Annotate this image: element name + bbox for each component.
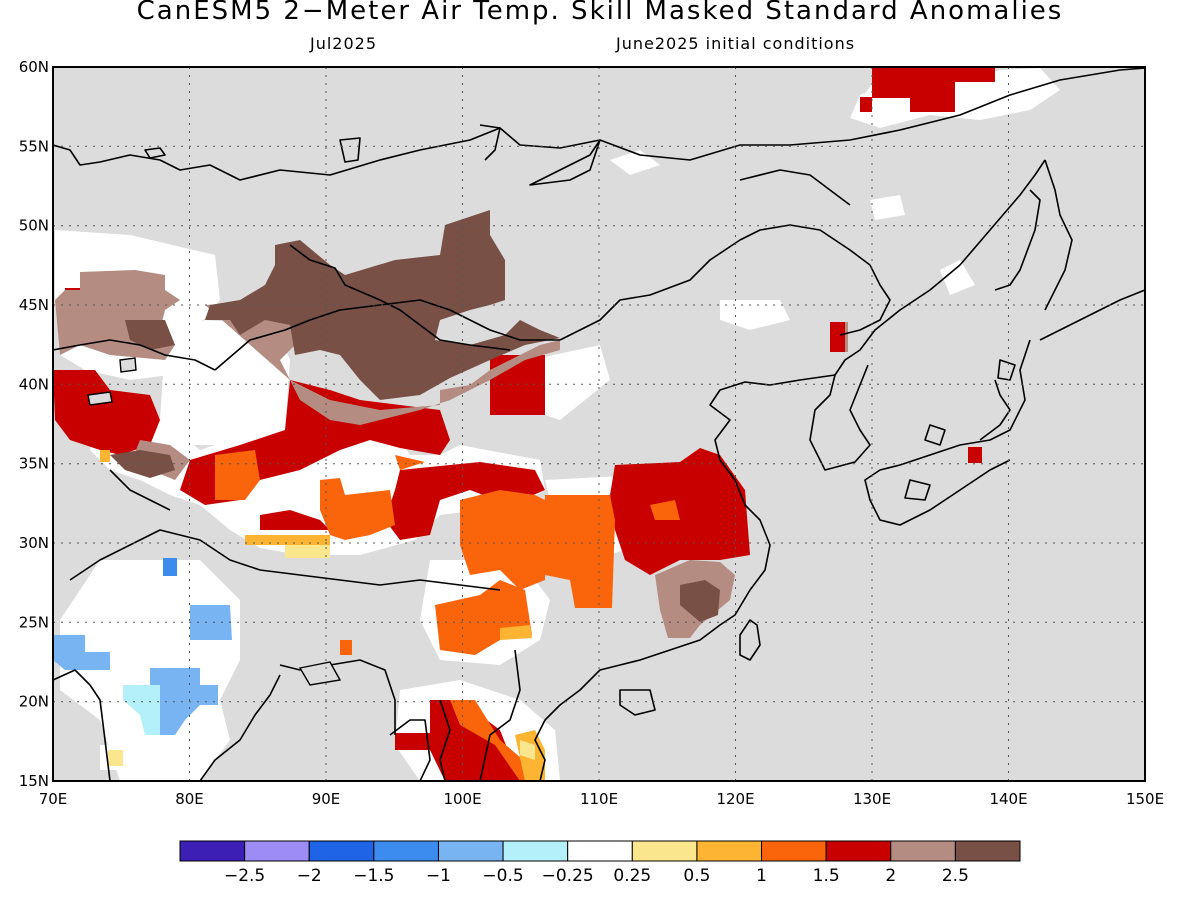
map-title: CanESM5 2−Meter Air Temp. Skill Masked S… bbox=[136, 0, 1064, 26]
colorbar-swatch bbox=[825, 840, 892, 862]
colorbar-swatch bbox=[437, 840, 504, 862]
latitude-axis: 15N 20N 25N 30N 35N 40N 45N 50N 55N 60N bbox=[19, 58, 49, 790]
colorbar-swatch bbox=[954, 840, 1021, 862]
anomaly-plus-0p5-regions bbox=[108, 545, 535, 766]
lon-tick-label: 120E bbox=[716, 790, 754, 808]
lon-tick-label: 110E bbox=[580, 790, 618, 808]
colorbar-label: −1.5 bbox=[353, 866, 394, 886]
lat-tick-label: 40N bbox=[19, 375, 49, 393]
colorbar-label: −0.25 bbox=[542, 866, 594, 886]
lon-tick-label: 80E bbox=[175, 790, 204, 808]
lon-tick-label: 100E bbox=[443, 790, 481, 808]
lat-tick-label: 45N bbox=[19, 296, 49, 314]
lat-lon-grid bbox=[53, 67, 1145, 781]
map-frame bbox=[52, 66, 1146, 782]
colorbar-swatch bbox=[502, 840, 569, 862]
colorbar-swatch bbox=[890, 840, 956, 862]
colorbar-label: 0.5 bbox=[683, 866, 710, 886]
colorbar-swatch bbox=[761, 840, 827, 862]
colorbar-label: 2.5 bbox=[942, 866, 969, 886]
colorbar-label: 1 bbox=[756, 866, 767, 886]
map-plot-area bbox=[53, 67, 1145, 781]
lat-tick-label: 15N bbox=[19, 772, 49, 790]
anomaly-minus-0p5-regions bbox=[123, 685, 160, 735]
anomaly-minus-1p5-regions bbox=[163, 558, 177, 576]
lon-tick-label: 90E bbox=[312, 790, 341, 808]
colorbar-label: 0.25 bbox=[613, 866, 651, 886]
colorbar-swatch bbox=[308, 840, 375, 862]
colorbar-legend: −2.5 −2 −1.5 −1 −0.5 −0.25 0.25 0.5 1 1.5 2 2.5 bbox=[179, 840, 1021, 886]
lat-tick-label: 25N bbox=[19, 613, 49, 631]
colorbar-label: −1 bbox=[426, 866, 451, 886]
lon-tick-label: 130E bbox=[853, 790, 891, 808]
colorbar-swatch bbox=[179, 840, 246, 862]
colorbar-label: −0.5 bbox=[482, 866, 523, 886]
lon-tick-label: 70E bbox=[39, 790, 68, 808]
lakes bbox=[87, 357, 342, 686]
skill-mask-layer bbox=[53, 67, 1145, 781]
lat-tick-label: 60N bbox=[19, 58, 49, 76]
lat-tick-label: 35N bbox=[19, 455, 49, 473]
colorbar-swatch bbox=[631, 840, 698, 862]
initial-conditions-label: June2025 initial conditions bbox=[616, 34, 856, 53]
lat-tick-label: 50N bbox=[19, 217, 49, 235]
colorbar-label: −2 bbox=[297, 866, 322, 886]
lat-tick-label: 55N bbox=[19, 137, 49, 155]
colorbar-swatch bbox=[567, 840, 633, 862]
colorbar-swatch bbox=[244, 840, 310, 862]
coastlines bbox=[53, 67, 1145, 781]
colorbar-label: 1.5 bbox=[813, 866, 840, 886]
lat-tick-label: 30N bbox=[19, 534, 49, 552]
colorbar-swatch bbox=[373, 840, 439, 862]
lon-tick-label: 140E bbox=[989, 790, 1027, 808]
colorbar-label: −2.5 bbox=[224, 866, 265, 886]
longitude-axis: 70E 80E 90E 100E 110E 120E 130E 140E 150E bbox=[39, 790, 1164, 808]
colorbar-label: 2 bbox=[885, 866, 896, 886]
lon-tick-label: 150E bbox=[1126, 790, 1164, 808]
forecast-month: Jul2025 bbox=[310, 34, 378, 53]
lat-tick-label: 20N bbox=[19, 693, 49, 711]
colorbar-swatch bbox=[696, 840, 763, 862]
